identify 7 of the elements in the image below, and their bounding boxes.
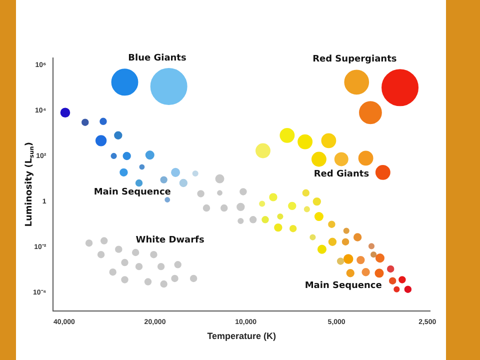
annotation: Red Giants [314,170,370,180]
annotation: Main Sequence [304,280,382,291]
annotation: Main Sequence [94,187,171,198]
annotation: Red Supergiants [312,54,397,65]
annotation: Blue Giants [128,53,186,64]
annotation: White Dwarfs [136,235,204,246]
x-axis-title: Temperature (K) [207,331,276,342]
